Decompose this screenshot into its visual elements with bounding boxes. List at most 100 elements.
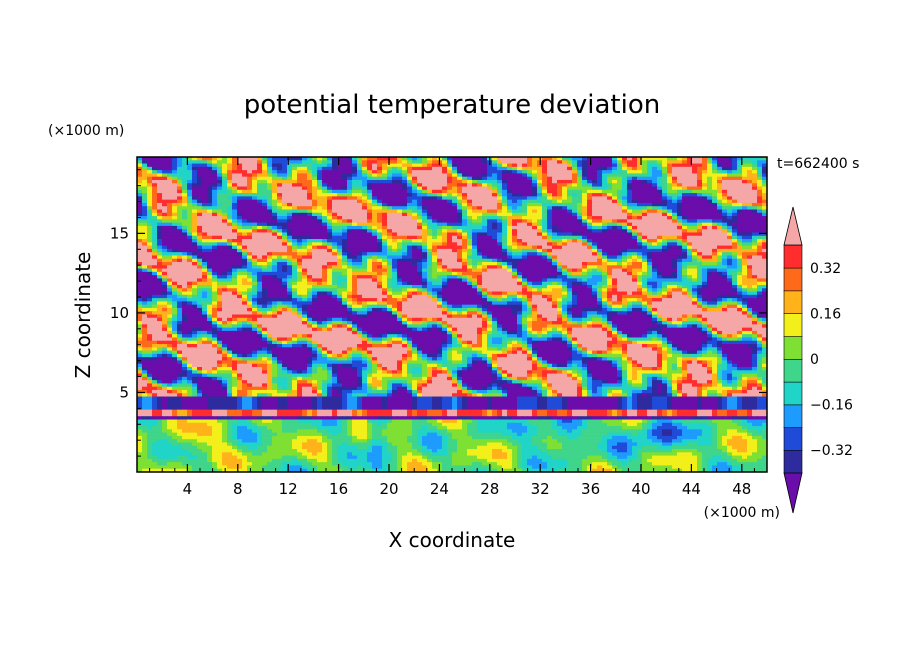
field-cell [422, 202, 428, 207]
field-cell [177, 206, 183, 211]
field-cell [157, 170, 163, 175]
field-cell [172, 193, 178, 197]
field-cell [737, 166, 743, 171]
field-cell [702, 216, 708, 220]
field-cell [477, 222, 483, 227]
field-cell [597, 239, 603, 243]
field-cell [207, 170, 213, 175]
field-cell [262, 166, 268, 171]
field-cell [527, 173, 533, 178]
field-cell [547, 202, 553, 207]
field-cell [352, 248, 358, 253]
field-cell [187, 170, 193, 175]
field-cell [497, 199, 503, 204]
field-cell [492, 232, 498, 237]
field-cell [327, 176, 333, 181]
field-cell [227, 199, 233, 204]
field-cell [372, 202, 378, 207]
field-cell [347, 199, 353, 204]
field-cell [332, 255, 338, 260]
field-cell [697, 245, 703, 250]
field-cell [237, 255, 243, 260]
field-cell [552, 160, 558, 165]
field-cell [337, 206, 343, 211]
field-cell [312, 160, 318, 165]
field-cell [192, 245, 198, 250]
field-cell [242, 209, 248, 214]
field-cell [557, 193, 563, 197]
field-cell [397, 248, 403, 253]
field-cell [517, 196, 523, 201]
field-cell [172, 166, 178, 171]
field-cell [442, 157, 448, 161]
field-cell [147, 206, 153, 211]
field-cell [482, 245, 488, 250]
field-cell [332, 183, 338, 188]
field-cell [332, 235, 338, 240]
field-cell [332, 202, 338, 207]
field-cell [312, 219, 318, 224]
field-cell [757, 186, 763, 191]
field-cell [642, 219, 648, 224]
field-cell [392, 245, 398, 250]
field-cell [342, 157, 348, 161]
field-cell [462, 242, 468, 247]
field-cell [652, 248, 658, 253]
field-cell [717, 173, 723, 178]
field-cell [247, 183, 253, 188]
field-cell [502, 193, 508, 197]
field-cell [307, 193, 313, 197]
field-cell [757, 183, 763, 188]
field-cell [147, 196, 153, 201]
field-cell [757, 209, 763, 214]
field-cell [602, 173, 608, 178]
field-cell [707, 242, 713, 247]
field-cell [602, 189, 608, 194]
field-cell [212, 242, 218, 247]
field-cell [742, 183, 748, 188]
field-cell [582, 196, 588, 201]
field-cell [532, 183, 538, 188]
field-cell [627, 248, 633, 253]
field-cell [267, 193, 273, 197]
field-cell [297, 222, 303, 227]
field-cell [322, 186, 328, 191]
field-cell [222, 245, 228, 250]
field-cell [457, 173, 463, 178]
field-cell [557, 235, 563, 240]
field-cell [712, 189, 718, 194]
field-cell [592, 183, 598, 188]
field-cell [327, 239, 333, 243]
field-cell [542, 219, 548, 224]
field-cell [492, 199, 498, 204]
field-cell [677, 222, 683, 227]
field-cell [582, 170, 588, 175]
field-cell [387, 235, 393, 240]
field-cell [712, 202, 718, 207]
field-cell [182, 219, 188, 224]
field-cell [192, 163, 198, 168]
field-cell [487, 232, 493, 237]
field-cell [457, 242, 463, 247]
field-cell [272, 189, 278, 194]
field-cell [557, 252, 563, 257]
field-cell [327, 245, 333, 250]
field-cell [302, 186, 308, 191]
field-cell [157, 183, 163, 188]
field-cell [142, 216, 148, 220]
field-cell [542, 186, 548, 191]
field-cell [212, 170, 218, 175]
field-cell [467, 206, 473, 211]
field-cell [652, 245, 658, 250]
field-cell [372, 235, 378, 240]
field-cell [212, 176, 218, 181]
field-cell [187, 212, 193, 217]
field-cell [507, 232, 513, 237]
field-cell [407, 216, 413, 220]
field-cell [737, 219, 743, 224]
field-cell [277, 196, 283, 201]
field-cell [747, 163, 753, 168]
field-cell [232, 189, 238, 194]
field-cell [507, 202, 513, 207]
field-cell [512, 193, 518, 197]
